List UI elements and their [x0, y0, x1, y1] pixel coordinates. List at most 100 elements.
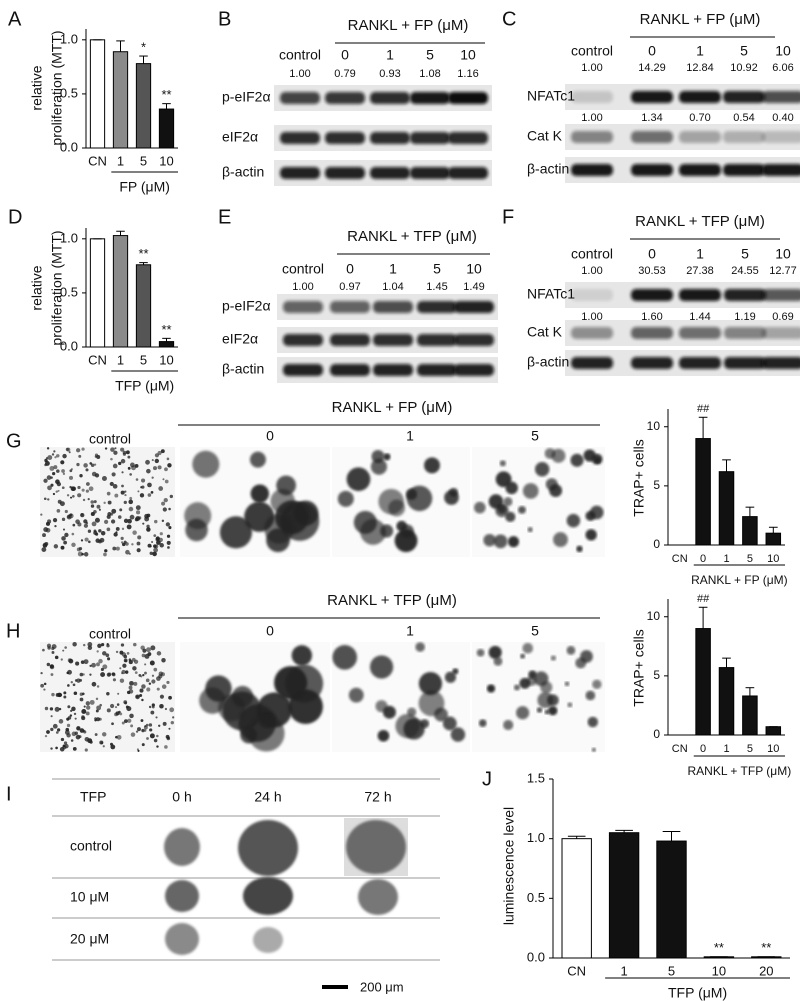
- cell: [110, 457, 113, 461]
- cell: [126, 524, 132, 530]
- bar: [656, 840, 687, 959]
- cell: [158, 537, 163, 542]
- cell: [45, 461, 50, 466]
- cell: [332, 645, 358, 670]
- cell: [53, 544, 59, 549]
- cell: [121, 721, 125, 725]
- panel-label: B: [218, 8, 231, 30]
- band: [330, 364, 370, 376]
- cell: [129, 473, 132, 476]
- cell: [62, 528, 66, 531]
- cell: [161, 519, 165, 523]
- cell: [62, 745, 67, 750]
- cell: [231, 685, 254, 708]
- cell: [94, 733, 98, 736]
- cell: [149, 551, 153, 555]
- cell: [115, 546, 120, 551]
- cell: [70, 709, 73, 713]
- cell: [483, 533, 496, 547]
- cell: [79, 672, 84, 677]
- cell: [505, 481, 518, 495]
- cell: [52, 472, 56, 476]
- cell: [369, 655, 394, 679]
- column-label: 0: [266, 428, 274, 444]
- band: [448, 132, 488, 144]
- band: [724, 289, 766, 301]
- significance: ##: [697, 403, 710, 415]
- cell: [151, 476, 154, 479]
- x-tick-label: 5: [668, 963, 675, 978]
- cell: [111, 722, 114, 726]
- cell: [154, 519, 158, 524]
- cell: [493, 534, 508, 549]
- cell: [120, 490, 125, 495]
- cell: [115, 650, 119, 654]
- panel-label: J: [482, 768, 492, 790]
- cell: [135, 478, 139, 481]
- cell: [125, 542, 129, 546]
- cell: [147, 493, 152, 497]
- panel-label: D: [8, 206, 22, 228]
- micrograph-title: RANKL + FP (μM): [332, 399, 453, 416]
- cell: [503, 497, 513, 507]
- bar: [718, 471, 735, 546]
- cell: [83, 519, 88, 524]
- band: [571, 91, 613, 103]
- cell: [166, 680, 170, 685]
- row-label: β-actin: [222, 361, 264, 377]
- cell: [120, 643, 125, 647]
- cell: [50, 747, 53, 750]
- cell: [91, 681, 97, 687]
- cell: [109, 481, 114, 487]
- cell: [141, 743, 145, 747]
- quant-label: 1.16: [457, 68, 478, 80]
- cell: [113, 450, 118, 455]
- cell: [129, 514, 135, 520]
- cell: [264, 514, 294, 544]
- band: [724, 357, 766, 369]
- cell: [141, 653, 146, 658]
- cell: [159, 532, 163, 536]
- cell: [76, 726, 81, 731]
- cell: [114, 712, 118, 717]
- cell: [291, 645, 313, 666]
- cell: [76, 448, 81, 453]
- spheroid: [243, 877, 293, 915]
- cell: [89, 673, 92, 676]
- cell: [164, 467, 168, 472]
- quant-label: 1.00: [292, 281, 313, 293]
- cell: [547, 694, 559, 706]
- cell: [71, 542, 76, 548]
- x-tick-label: 0: [700, 743, 706, 755]
- cell: [54, 525, 57, 528]
- cell: [87, 642, 93, 647]
- cell: [534, 462, 550, 477]
- cell: [165, 734, 170, 739]
- cell: [50, 483, 54, 487]
- band: [571, 131, 613, 143]
- row-label: 10 μM: [70, 889, 109, 905]
- cell: [162, 721, 167, 726]
- error-bar: [745, 506, 755, 517]
- blot-title: RANKL + TFP (μM): [347, 228, 477, 245]
- cell: [58, 719, 64, 724]
- cell: [90, 463, 95, 467]
- quant-label: 1.19: [734, 311, 755, 323]
- cell: [91, 471, 97, 477]
- cell: [153, 738, 158, 743]
- cell: [129, 680, 134, 686]
- y-axis-label: proliferation (MTT): [49, 30, 65, 145]
- cell: [125, 549, 130, 555]
- cell: [91, 521, 97, 527]
- cell: [95, 532, 99, 536]
- cell: [67, 515, 71, 519]
- column-label: 1: [406, 623, 414, 639]
- cell: [54, 655, 59, 660]
- y-axis-label: relative: [29, 265, 45, 310]
- y-tick-label: 0: [653, 727, 660, 741]
- cell: [70, 486, 76, 492]
- band: [571, 357, 613, 369]
- cell: [137, 727, 141, 732]
- cell: [442, 716, 457, 731]
- row-label: NFATc1: [527, 286, 575, 302]
